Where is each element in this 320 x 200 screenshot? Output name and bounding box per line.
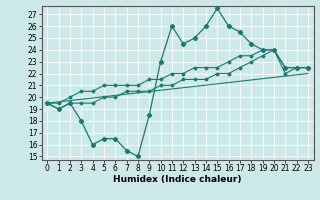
X-axis label: Humidex (Indice chaleur): Humidex (Indice chaleur) <box>113 175 242 184</box>
